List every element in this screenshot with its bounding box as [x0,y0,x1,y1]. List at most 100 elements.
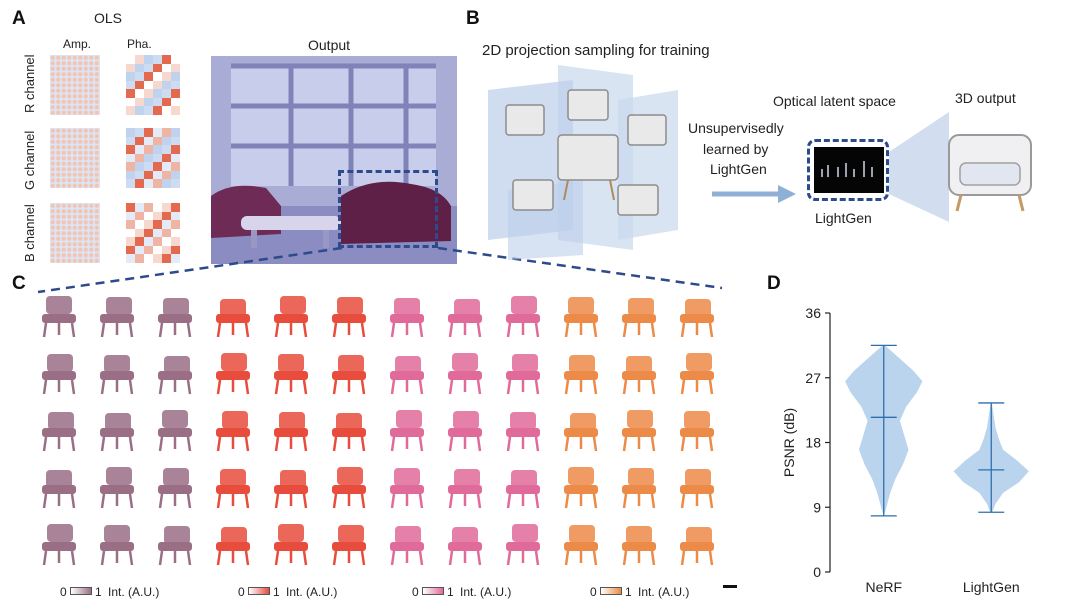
phase-cell [126,136,135,146]
chair-icon [274,354,308,395]
latent-pattern [821,161,873,177]
chair-icon [332,467,366,509]
latent-space-label: Optical latent space [773,93,896,109]
colorbar-1-max: 1 [95,585,102,599]
chair-icon [506,412,540,452]
chair-sample [90,404,146,456]
chair-sample [206,347,262,399]
phase-cell [135,179,144,188]
phase-cell [162,72,171,81]
chair-icon [158,526,192,566]
phase-cell [135,72,144,81]
latent-space-box [807,139,889,201]
arrow-text-line-1: Unsupervisedly [688,120,784,136]
amp-mask-r [50,55,100,115]
phase-cell [135,153,144,163]
chair-icon [100,413,134,452]
phase-cell [144,55,153,64]
output-label: Output [308,37,351,53]
phase-mask-r [126,55,180,115]
phase-cell [144,72,153,81]
phase-cell [144,153,153,163]
chair-sample [612,290,668,342]
phase-cell [144,237,153,246]
phase-cell [171,128,180,137]
chair-sample [670,518,726,570]
chair-icon [390,410,424,452]
chair-icon [216,299,250,338]
phase-cell [135,228,144,238]
chair-icon [158,410,192,452]
phase-cell [126,63,135,73]
colorbar-1-swatch [70,587,92,595]
phase-cell [162,162,171,171]
chair-icon [564,525,598,566]
panel-label-a: A [12,8,26,29]
chair-sample [264,347,320,399]
phase-cell [144,97,153,107]
phase-cell [171,153,180,163]
y-tick-label: 36 [805,305,821,321]
chair-sample [148,404,204,456]
phase-cell [126,228,135,238]
chair-icon [158,298,192,338]
chair-icon [216,469,250,509]
chair-sample [380,404,436,456]
phase-cell [126,97,135,107]
zoom-region-box [338,170,438,248]
chair-sample [670,347,726,399]
colorbar-4-swatch [600,587,622,595]
colorbar-3-min: 0 [412,585,419,599]
phase-cell [153,237,162,246]
chair-sample [380,518,436,570]
phase-cell [135,63,144,73]
phase-cell [144,211,153,221]
phase-cell [171,170,180,180]
chair-icon [100,355,134,395]
phase-cell [171,211,180,221]
panel-label-c: C [12,273,26,294]
chair-sample [32,518,88,570]
chair-sample [554,290,610,342]
y-tick-label: 0 [813,564,821,580]
phase-cell [126,170,135,180]
x-category-label: NeRF [865,579,902,595]
phase-cell [144,245,153,255]
phase-cell [135,97,144,107]
chair-sample [148,518,204,570]
chair-icon [332,413,366,452]
phase-cell [144,80,153,90]
chair-sample [380,461,436,513]
right-arrow-icon [712,185,796,203]
chair-sample [670,290,726,342]
phase-cell [153,203,162,212]
chair-icon [680,527,714,566]
phase-cell [171,80,180,90]
chair-icon [390,526,424,566]
phase-cell [126,153,135,163]
chair-icon [100,297,134,338]
living-room-illustration [211,56,457,264]
phase-cell [126,254,135,263]
chair-icon [216,353,250,395]
phase-cell [171,136,180,146]
phase-cell [126,220,135,229]
phase-cell [162,89,171,98]
chair-sample [264,404,320,456]
chair-sample [32,347,88,399]
chair-sample [148,461,204,513]
phase-cell [126,55,135,64]
phase-cell [135,170,144,180]
y-tick-label: 27 [805,370,821,386]
chair-sample [438,290,494,342]
chair-sample [206,290,262,342]
chair-sample [554,347,610,399]
phase-cell [153,220,162,229]
chair-icon [274,524,308,566]
phase-cell [162,203,171,212]
ols-title: OLS [94,10,123,26]
phase-cell [144,136,153,146]
phase-cell [153,179,162,188]
arrow-text-line-3: LightGen [710,161,767,177]
chair-icon [274,470,308,509]
